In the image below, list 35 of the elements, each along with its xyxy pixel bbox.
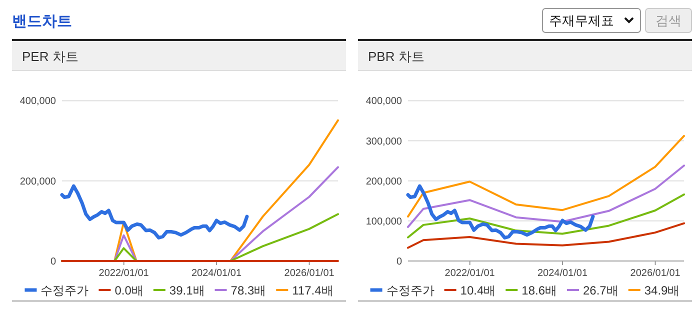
x-tick-label: 2022/01/01 [98, 268, 150, 279]
x-tick-label: 2022/01/01 [444, 268, 496, 279]
chart-title: PER 차트 [22, 49, 78, 64]
y-tick-label: 400,000 [20, 96, 56, 108]
legend-label: 0.0배 [114, 284, 144, 298]
button: 검색 [645, 8, 692, 33]
y-tick-label: 100,000 [366, 216, 402, 228]
chart-title: PBR 차트 [368, 49, 424, 64]
x-tick-label: 2024/01/01 [537, 268, 588, 279]
y-tick-label: 300,000 [366, 136, 402, 148]
legend-label: 34.9배 [644, 284, 680, 298]
y-tick-label: 200,000 [20, 176, 56, 188]
line-series [407, 134, 685, 218]
legend-label: 수정주가 [386, 284, 434, 298]
line-series [407, 222, 685, 249]
x-tick-label: 2026/01/01 [630, 268, 681, 279]
legend-label: 26.7배 [583, 284, 618, 298]
y-tick-label: 400,000 [366, 96, 402, 108]
text: 밴드차트 [12, 13, 72, 30]
line-series [406, 184, 595, 240]
legend-label: 117.4배 [292, 284, 334, 298]
legend-label: 18.6배 [522, 284, 557, 298]
line-series [407, 193, 685, 238]
select: 주재무제표 [542, 8, 641, 33]
legend-label: 39.1배 [169, 284, 205, 298]
x-tick-label: 2026/01/01 [284, 268, 335, 279]
legend-label: 10.4배 [460, 284, 496, 298]
y-tick-label: 0 [396, 256, 402, 268]
y-tick-label: 0 [50, 256, 56, 268]
y-tick-label: 200,000 [366, 176, 402, 188]
line-series [407, 164, 685, 228]
legend-label: 78.3배 [230, 284, 266, 298]
line-series [60, 184, 249, 240]
legend-label: 수정주가 [40, 284, 89, 298]
x-tick-label: 2024/01/01 [191, 268, 242, 279]
